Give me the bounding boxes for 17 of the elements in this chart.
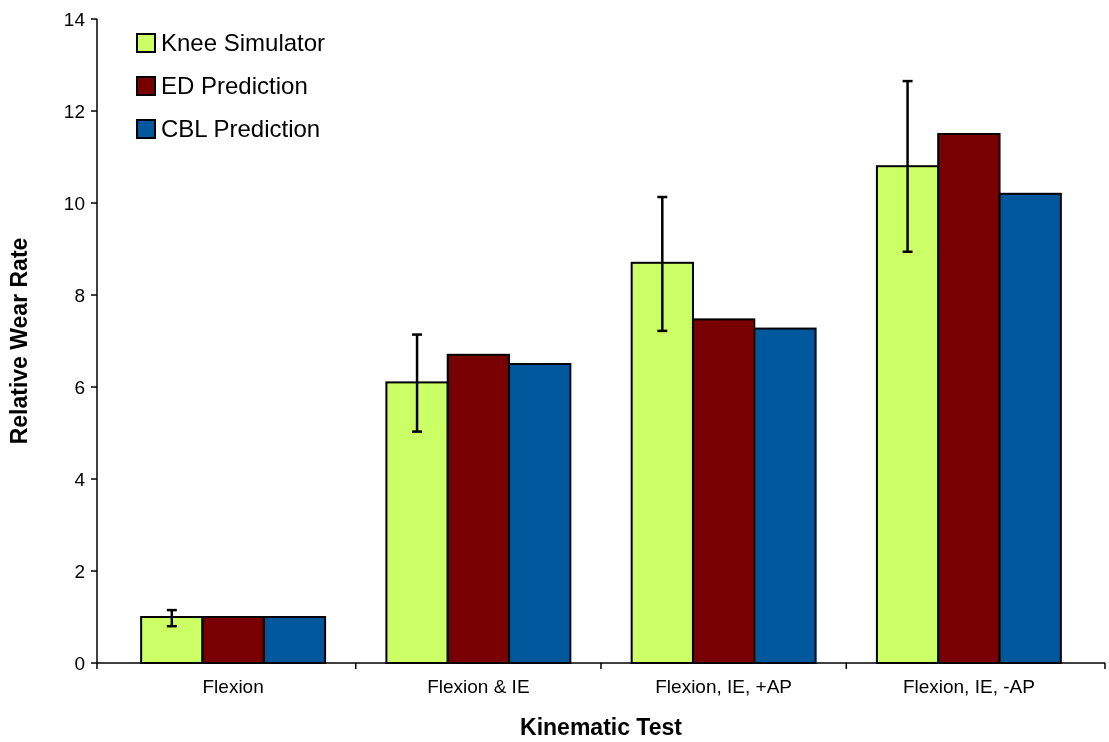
y-tick-label: 12 — [63, 100, 85, 122]
y-tick-label: 2 — [74, 560, 85, 582]
y-tick-label: 14 — [63, 8, 86, 30]
legend-label: CBL Prediction — [161, 115, 321, 143]
x-tick-label: Flexion, IE, +AP — [655, 676, 793, 697]
y-tick-label: 6 — [74, 376, 85, 398]
y-tick-label: 4 — [74, 468, 86, 490]
legend-label: Knee Simulator — [161, 29, 326, 57]
x-tick-label: Flexion — [202, 676, 264, 697]
legend-label: ED Prediction — [161, 72, 308, 100]
y-tick-label: 8 — [74, 284, 85, 306]
y-tick-label: 10 — [63, 192, 85, 214]
y-axis-title: Relative Wear Rate — [6, 237, 32, 445]
y-tick-label: 0 — [74, 652, 85, 674]
x-axis-title: Kinematic Test — [520, 714, 683, 740]
x-tick-label: Flexion & IE — [427, 676, 530, 697]
x-tick-label: Flexion, IE, -AP — [902, 676, 1035, 697]
